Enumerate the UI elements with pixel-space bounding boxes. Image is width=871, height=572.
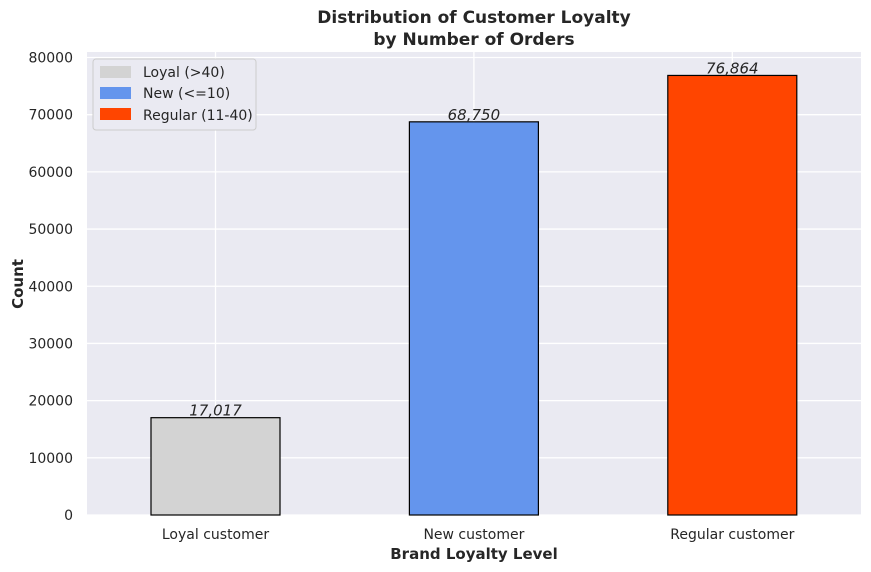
y-tick-label: 0 bbox=[64, 508, 73, 524]
bar-value-label: 17,017 bbox=[189, 402, 242, 420]
y-tick-label: 80000 bbox=[28, 51, 73, 67]
legend-swatch-loyal bbox=[100, 66, 131, 78]
bar bbox=[408, 121, 539, 516]
bar bbox=[150, 417, 281, 516]
y-tick-label: 10000 bbox=[28, 451, 73, 467]
legend-label-loyal: Loyal (>40) bbox=[143, 65, 225, 81]
chart-title: Distribution of Customer Loyalty bbox=[317, 8, 630, 28]
y-tick-label: 40000 bbox=[28, 279, 73, 295]
data-labels: 17,017 68,750 76,864 bbox=[189, 59, 758, 419]
legend-label-regular: Regular (11-40) bbox=[143, 108, 253, 124]
chart-subtitle: by Number of Orders bbox=[373, 30, 574, 50]
x-axis-label: Brand Loyalty Level bbox=[390, 545, 558, 563]
legend: Loyal (>40) New (<=10) Regular (11-40) bbox=[92, 58, 257, 131]
legend-box bbox=[92, 58, 257, 131]
x-ticks: Loyal customer New customer Regular custom… bbox=[162, 527, 795, 543]
x-tick-label: Loyal customer bbox=[162, 527, 269, 543]
bar-value-label: 76,864 bbox=[706, 59, 759, 77]
legend-label-new: New (<=10) bbox=[143, 86, 230, 102]
y-tick-label: 60000 bbox=[28, 165, 73, 181]
x-tick-label: New customer bbox=[423, 527, 524, 543]
bar bbox=[667, 74, 798, 516]
y-axis-label: Count bbox=[9, 259, 27, 309]
legend-swatch-new bbox=[100, 87, 131, 99]
y-ticks: 0 10000 20000 30000 40000 50000 60000 70000 8000… bbox=[28, 51, 73, 525]
y-tick-label: 50000 bbox=[28, 222, 73, 238]
y-tick-label: 30000 bbox=[28, 336, 73, 352]
bar-value-label: 68,750 bbox=[448, 106, 501, 124]
legend-swatch-regular bbox=[100, 108, 131, 120]
x-tick-label: Regular customer bbox=[670, 527, 794, 543]
y-tick-label: 70000 bbox=[28, 108, 73, 124]
y-tick-label: 20000 bbox=[28, 394, 73, 410]
bars bbox=[150, 74, 798, 516]
